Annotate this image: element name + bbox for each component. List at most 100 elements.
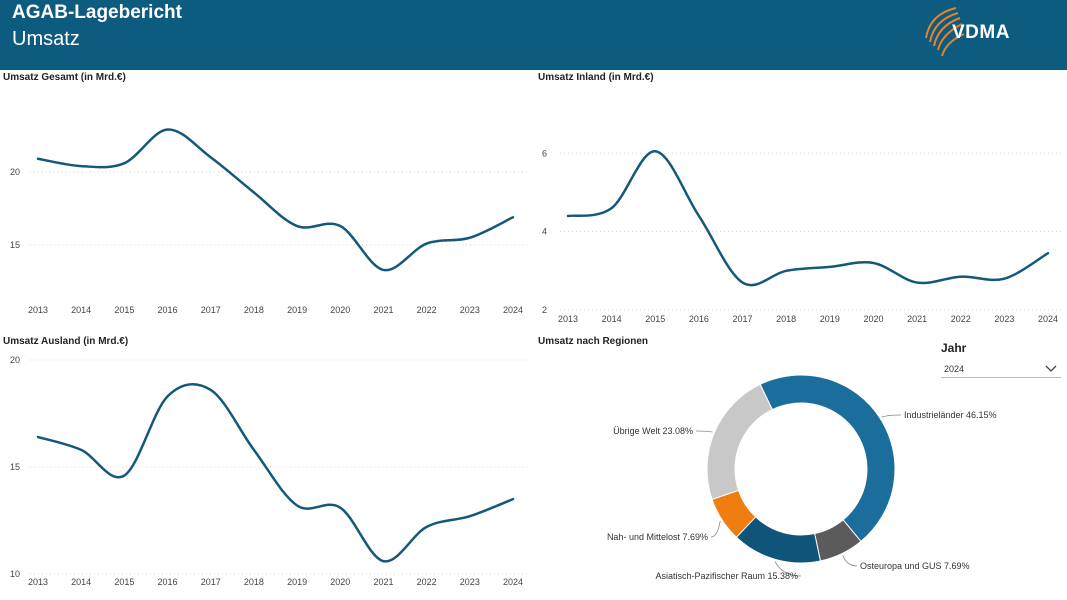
x-tick-label: 2018: [244, 305, 264, 315]
dropdown-value: 2024: [944, 364, 965, 374]
data-point: [296, 505, 298, 507]
data-point: [339, 225, 341, 227]
data-point: [960, 276, 962, 278]
donut-slice[interactable]: [706, 383, 773, 501]
chart-title: Umsatz nach Regionen: [538, 336, 649, 347]
x-tick-label: 2018: [244, 577, 264, 587]
data-point: [469, 237, 471, 239]
x-tick-label: 2013: [28, 577, 48, 587]
x-tick-label: 2022: [417, 577, 437, 587]
x-tick-label: 2020: [330, 577, 350, 587]
x-tick-label: 2016: [158, 577, 178, 587]
leader-line: [695, 430, 713, 433]
data-point: [167, 129, 169, 131]
data-point: [123, 162, 125, 164]
line-chart-inland: 2 4 6 2013 2014 2015 2016 2017 2018 2019 2020 2021 2…: [542, 148, 1063, 324]
leader-line: [881, 414, 902, 418]
x-tick-label: 2014: [71, 305, 91, 315]
chart-title: Umsatz Inland (in Mrd.€): [538, 72, 654, 83]
logo-text: VDMA: [952, 22, 1010, 43]
y-tick-label: 6: [542, 148, 547, 158]
x-tick-label: 2015: [114, 305, 134, 315]
data-point: [382, 560, 384, 562]
data-point: [80, 449, 82, 451]
x-tick-label: 2022: [417, 305, 437, 315]
x-tick-label: 2013: [28, 305, 48, 315]
line-chart-gesamt: 15 20 2013 2014 2015 2016 2017 2018 2019 2020 2021…: [10, 128, 528, 315]
x-tick-label: 2021: [373, 577, 393, 587]
x-tick-label: 2020: [330, 305, 350, 315]
series-line: [36, 383, 515, 563]
chart-title: Umsatz Gesamt (in Mrd.€): [3, 72, 126, 83]
data-point: [512, 216, 514, 218]
x-tick-label: 2024: [503, 305, 523, 315]
x-tick-label: 2024: [503, 577, 523, 587]
data-point: [469, 515, 471, 517]
data-point: [785, 270, 787, 272]
leader-line: [710, 520, 721, 538]
data-point: [123, 475, 125, 477]
x-tick-label: 2016: [158, 305, 178, 315]
slice-label: Übrige Welt 23.08%: [613, 426, 693, 436]
chart-umsatz-gesamt: Umsatz Gesamt (in Mrd.€) 15 20 2013 2014 201…: [3, 72, 528, 322]
data-point: [829, 266, 831, 268]
data-point: [210, 156, 212, 158]
x-tick-label: 2023: [460, 577, 480, 587]
y-tick-label: 20: [10, 355, 20, 365]
page-title: Umsatz: [12, 28, 80, 50]
report-title: AGAB-Lagebericht: [12, 2, 182, 23]
donut-chart-regionen: Industrieländer 46.15% Osteuropa und GUS …: [607, 374, 997, 581]
logo-swoosh-icon: [925, 7, 965, 57]
y-tick-label: 10: [10, 569, 20, 579]
data-point: [382, 269, 384, 271]
chart-umsatz-regionen: Umsatz nach Regionen Industrieländer 46.…: [538, 336, 997, 598]
data-point: [916, 282, 918, 284]
x-tick-label: 2023: [994, 314, 1014, 324]
chart-title: Umsatz Ausland (in Mrd.€): [3, 336, 129, 347]
slice-label: Nah- und Mittelost 7.69%: [607, 532, 708, 542]
x-tick-label: 2021: [373, 305, 393, 315]
data-point: [80, 165, 82, 167]
vdma-logo: VDMA: [920, 4, 1020, 64]
x-tick-label: 2017: [201, 577, 221, 587]
x-tick-label: 2019: [287, 577, 307, 587]
data-point: [1047, 252, 1049, 254]
x-tick-label: 2019: [820, 314, 840, 324]
x-tick-label: 2017: [201, 305, 221, 315]
x-tick-label: 2023: [460, 305, 480, 315]
series-line: [36, 128, 515, 272]
line-chart-ausland: 10 15 20 2013 2014 2015 2016 2017 2018 2019 2020 20…: [10, 355, 528, 587]
y-tick-label: 2: [542, 305, 547, 315]
year-dropdown[interactable]: 2024: [941, 359, 1061, 378]
x-tick-label: 2014: [602, 314, 622, 324]
slice-label: Industrieländer 46.15%: [904, 410, 997, 420]
data-point: [37, 436, 39, 438]
y-tick-label: 20: [10, 167, 20, 177]
x-tick-label: 2014: [71, 577, 91, 587]
data-point: [37, 158, 39, 160]
y-tick-label: 15: [10, 462, 20, 472]
chart-umsatz-inland: Umsatz Inland (in Mrd.€) 2 4 6 2013 2014 2015…: [538, 72, 1063, 330]
data-point: [426, 243, 428, 245]
slice-label: Osteuropa und GUS 7.69%: [860, 561, 970, 571]
data-point: [210, 389, 212, 391]
header-bar: AGAB-Lagebericht Umsatz VDMA: [0, 0, 1067, 70]
data-point: [654, 150, 656, 152]
data-point: [872, 262, 874, 264]
data-point: [296, 225, 298, 227]
series-line: [566, 150, 1050, 287]
data-point: [512, 498, 514, 500]
x-tick-label: 2017: [733, 314, 753, 324]
slice-label: Asiatisch-Pazifischer Raum 15.38%: [655, 571, 798, 581]
x-tick-label: 2016: [689, 314, 709, 324]
x-tick-label: 2019: [287, 305, 307, 315]
filter-label: Jahr: [941, 341, 967, 355]
x-tick-label: 2015: [645, 314, 665, 324]
chart-umsatz-ausland: Umsatz Ausland (in Mrd.€) 10 15 20 2013 2014…: [3, 336, 528, 598]
chevron-down-icon: [1045, 365, 1057, 372]
data-point: [742, 282, 744, 284]
x-tick-label: 2013: [558, 314, 578, 324]
y-tick-label: 4: [542, 227, 547, 237]
donut-slice[interactable]: [759, 374, 896, 543]
data-point: [426, 526, 428, 528]
